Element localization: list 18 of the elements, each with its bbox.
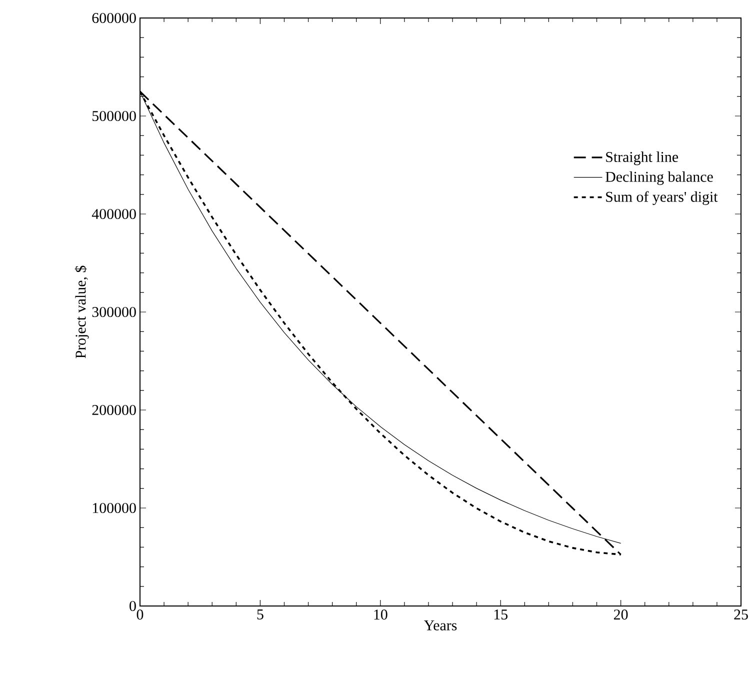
y-tick-label: 100000 — [92, 502, 136, 514]
x-tick-label: 5 — [257, 610, 264, 620]
legend-label: Sum of years' digit — [606, 191, 718, 205]
x-tick-label: 15 — [494, 610, 508, 620]
x-tick-label: 20 — [614, 610, 628, 620]
y-tick-label: 400000 — [92, 208, 136, 220]
x-tick-label: 10 — [374, 610, 388, 620]
y-tick-label: 200000 — [92, 404, 136, 416]
x-tick-label: 0 — [136, 610, 144, 620]
y-tick-label: 300000 — [92, 306, 136, 318]
y-tick-label: 500000 — [92, 110, 136, 122]
y-tick-label: 600000 — [92, 12, 136, 24]
legend-label: Straight line — [606, 152, 678, 166]
legend-label: Declining balance — [606, 171, 713, 185]
x-axis-title: Years — [424, 620, 457, 630]
x-tick-label: 25 — [734, 610, 748, 620]
y-tick-label: 0 — [130, 600, 136, 612]
y-axis-title: Project value, $ — [74, 266, 89, 358]
